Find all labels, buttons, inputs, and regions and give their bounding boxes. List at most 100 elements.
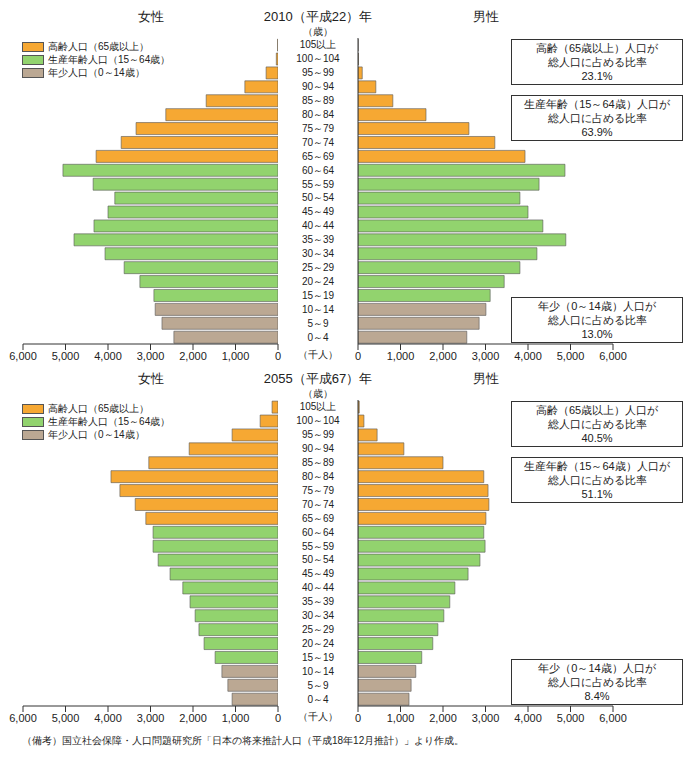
html-text:高齢人口（65歳以上）: 高齢人口（65歳以上） (48, 41, 150, 52)
svg-text:100～104: 100～104 (296, 415, 340, 426)
svg-text:105以上: 105以上 (300, 401, 337, 412)
svg-text:3,000: 3,000 (472, 350, 500, 362)
svg-text:40～44: 40～44 (302, 582, 335, 593)
svg-text:5～9: 5～9 (307, 318, 329, 329)
html-text:男性: 男性 (472, 9, 499, 24)
svg-text:4,000: 4,000 (514, 350, 542, 362)
svg-text:2,000: 2,000 (429, 350, 457, 362)
svg-text:1,000: 1,000 (387, 712, 415, 724)
svg-text:85～89: 85～89 (302, 457, 335, 468)
svg-text:60～64: 60～64 (302, 527, 335, 538)
svg-text:60～64: 60～64 (302, 165, 335, 176)
svg-text:30～34: 30～34 (302, 248, 335, 259)
svg-text:1,000: 1,000 (387, 350, 415, 362)
svg-text:90～94: 90～94 (302, 443, 335, 454)
html-text:8.4%: 8.4% (584, 690, 610, 702)
html-text:63.9%: 63.9% (581, 125, 613, 138)
html-text:高齢（65歳以上）人口が: 高齢（65歳以上）人口が (535, 42, 659, 54)
svg-text:3,000: 3,000 (137, 350, 165, 362)
svg-text:15～19: 15～19 (302, 652, 335, 663)
html-text:13.0%: 13.0% (581, 328, 613, 340)
html-text:総人口に占める比率: 総人口に占める比率 (547, 56, 647, 68)
svg-text:25～29: 25～29 (302, 624, 335, 635)
svg-text:80～84: 80～84 (302, 471, 335, 482)
svg-text:100～104: 100～104 (296, 53, 340, 64)
svg-text:6,000: 6,000 (9, 712, 37, 724)
svg-text:105以上: 105以上 (300, 39, 337, 50)
svg-text:45～49: 45～49 (302, 568, 335, 579)
svg-text:70～74: 70～74 (302, 137, 335, 148)
html-text:（歳）: （歳） (303, 26, 333, 37)
svg-text:4,000: 4,000 (94, 350, 122, 362)
svg-text:2,000: 2,000 (179, 350, 207, 362)
html-text:生産年齢人口（15～64歳）: 生産年齢人口（15～64歳） (48, 54, 171, 65)
html-text:生産年齢（15～64歳）人口が: 生産年齢（15～64歳）人口が (524, 97, 670, 110)
svg-text:5,000: 5,000 (52, 712, 80, 724)
html-text:2010（平成22）年: 2010（平成22）年 (263, 9, 373, 24)
svg-text:45～49: 45～49 (302, 206, 335, 217)
html-text:総人口に占める比率: 総人口に占める比率 (547, 111, 647, 124)
svg-text:5～9: 5～9 (307, 680, 329, 691)
svg-text:40～44: 40～44 (302, 220, 335, 231)
svg-text:10～14: 10～14 (302, 666, 335, 677)
svg-text:35～39: 35～39 (302, 596, 335, 607)
svg-text:0～4: 0～4 (307, 694, 329, 705)
svg-text:10～14: 10～14 (302, 304, 335, 315)
html-text:40.5%: 40.5% (581, 432, 613, 444)
svg-text:20～24: 20～24 (302, 638, 335, 649)
svg-text:0: 0 (275, 350, 281, 362)
svg-text:20～24: 20～24 (302, 276, 335, 287)
html-text:男性: 男性 (472, 371, 499, 386)
svg-text:2,000: 2,000 (179, 712, 207, 724)
html-text:女性: 女性 (137, 371, 164, 386)
svg-text:50～54: 50～54 (302, 554, 335, 565)
svg-text:5,000: 5,000 (557, 350, 585, 362)
html-text:年少（0～14歳）人口が: 年少（0～14歳）人口が (538, 300, 656, 312)
svg-text:65～69: 65～69 (302, 513, 335, 524)
svg-text:4,000: 4,000 (94, 712, 122, 724)
html-text:（千人）: （千人） (298, 349, 338, 360)
svg-text:15～19: 15～19 (302, 290, 335, 301)
svg-text:90～94: 90～94 (302, 81, 335, 92)
svg-text:0: 0 (355, 712, 361, 724)
svg-text:65～69: 65～69 (302, 151, 335, 162)
svg-text:5,000: 5,000 (557, 712, 585, 724)
svg-text:55～59: 55～59 (302, 179, 335, 190)
svg-text:55～59: 55～59 (302, 541, 335, 552)
svg-text:0: 0 (275, 712, 281, 724)
html-text:生産年齢（15～64歳）人口が: 生産年齢（15～64歳）人口が (524, 459, 670, 472)
svg-text:75～79: 75～79 (302, 485, 335, 496)
svg-text:30～34: 30～34 (302, 610, 335, 621)
svg-text:75～79: 75～79 (302, 123, 335, 134)
html-text:年少（0～14歳）人口が: 年少（0～14歳）人口が (538, 662, 656, 674)
svg-text:1,000: 1,000 (222, 712, 250, 724)
svg-text:95～99: 95～99 (302, 67, 335, 78)
html-text:51.1%: 51.1% (581, 487, 613, 500)
html-text:総人口に占める比率: 総人口に占める比率 (547, 473, 647, 486)
svg-text:6,000: 6,000 (599, 350, 627, 362)
svg-text:0: 0 (355, 350, 361, 362)
svg-text:5,000: 5,000 (52, 350, 80, 362)
svg-text:85～89: 85～89 (302, 95, 335, 106)
svg-text:6,000: 6,000 (9, 350, 37, 362)
svg-text:4,000: 4,000 (514, 712, 542, 724)
svg-text:95～99: 95～99 (302, 429, 335, 440)
svg-text:50～54: 50～54 (302, 192, 335, 203)
html-text:2055（平成67）年: 2055（平成67）年 (263, 371, 373, 386)
svg-text:0～4: 0～4 (307, 332, 329, 343)
svg-text:35～39: 35～39 (302, 234, 335, 245)
html-text:総人口に占める比率: 総人口に占める比率 (547, 418, 647, 430)
html-text:高齢（65歳以上）人口が: 高齢（65歳以上）人口が (535, 404, 659, 416)
html-text:総人口に占める比率: 総人口に占める比率 (547, 676, 647, 688)
html-text:23.1%: 23.1% (581, 70, 613, 82)
svg-text:80～84: 80～84 (302, 109, 335, 120)
svg-text:3,000: 3,000 (137, 712, 165, 724)
svg-text:25～29: 25～29 (302, 262, 335, 273)
svg-text:1,000: 1,000 (222, 350, 250, 362)
svg-text:3,000: 3,000 (472, 712, 500, 724)
html-text:女性: 女性 (137, 9, 164, 24)
svg-text:6,000: 6,000 (599, 712, 627, 724)
html-text:総人口に占める比率: 総人口に占める比率 (547, 314, 647, 326)
svg-text:70～74: 70～74 (302, 499, 335, 510)
svg-text:2,000: 2,000 (429, 712, 457, 724)
